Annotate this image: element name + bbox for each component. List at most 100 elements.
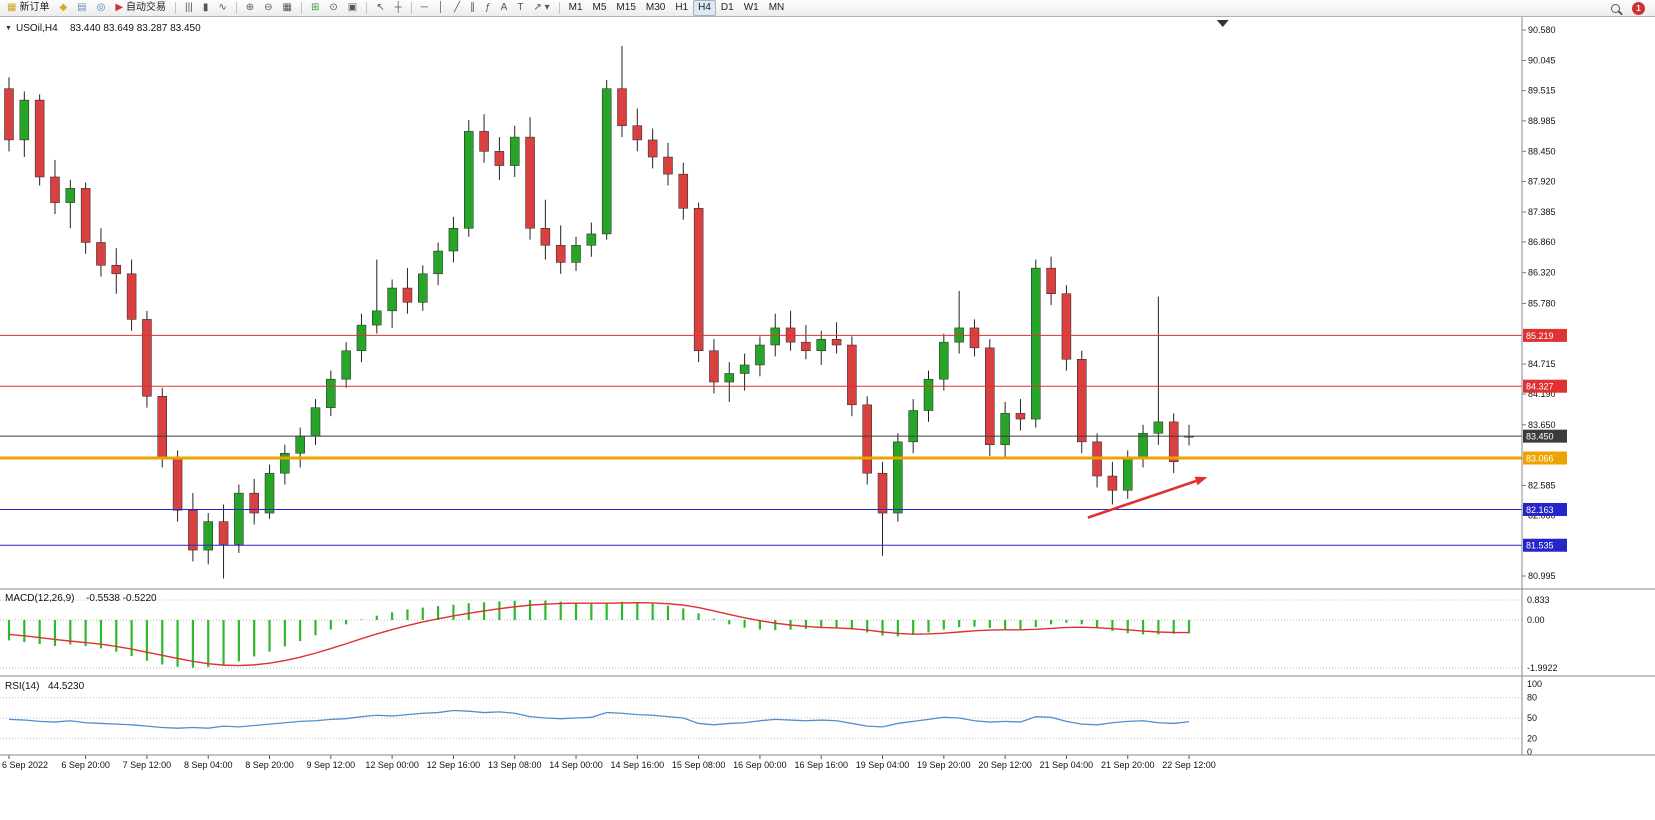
vline-tool-button[interactable]: │ xyxy=(433,0,449,16)
tf-m30-button[interactable]: M30 xyxy=(641,0,670,16)
tf-h4-button[interactable]: H4 xyxy=(693,0,716,16)
period-button[interactable]: ⊙ xyxy=(324,0,342,16)
candle-body xyxy=(985,347,995,445)
tf-m5-button[interactable]: M5 xyxy=(588,0,612,16)
community-icon[interactable]: ◎ xyxy=(92,0,111,16)
candle-body xyxy=(1015,413,1026,420)
cursor-button[interactable]: ↖ xyxy=(371,0,389,16)
zoom-out-button[interactable]: ⊖ xyxy=(259,0,277,16)
toolbar-separator xyxy=(558,2,560,14)
horizontal-line-objects xyxy=(0,334,1522,546)
search-icon[interactable] xyxy=(1611,3,1620,13)
time-label: 21 Sep 04:00 xyxy=(1040,760,1094,770)
candle-body xyxy=(310,407,321,437)
candle-body xyxy=(923,378,934,411)
price-grid-label: 83.650 xyxy=(1528,420,1556,430)
price-grid-label: 90.045 xyxy=(1528,55,1556,65)
candle-body xyxy=(448,227,459,252)
price-badge-label: 81.535 xyxy=(1526,541,1554,551)
candle-body xyxy=(280,452,290,474)
candle-body xyxy=(433,250,443,275)
time-label: 19 Sep 04:00 xyxy=(856,760,910,770)
channel-tool-icon: ∥ xyxy=(470,2,476,13)
candle-body xyxy=(19,99,30,141)
snapshot-button[interactable]: ▣ xyxy=(343,0,362,16)
price-grid-label: 89.515 xyxy=(1528,86,1556,96)
text-tool-icon: A xyxy=(500,2,508,13)
zoom-in-button[interactable]: ⊕ xyxy=(241,0,259,16)
chart-shift-marker[interactable] xyxy=(1216,20,1229,27)
candle-body xyxy=(525,136,535,229)
tf-d1-button[interactable]: D1 xyxy=(716,0,739,16)
candle-body xyxy=(647,139,658,158)
bars-chart-button[interactable]: ||| xyxy=(180,0,198,16)
autotrading-button[interactable]: ▶ 自动交易 xyxy=(110,0,171,16)
rsi-axis-label: 20 xyxy=(1527,733,1537,743)
channel-tool-button[interactable]: ∥ xyxy=(465,0,480,16)
cursor-icon: ↖ xyxy=(376,2,385,13)
rsi-plot-area[interactable] xyxy=(0,676,1522,755)
hline-tool-button[interactable]: ─ xyxy=(416,0,433,16)
time-label: 6 Sep 20:00 xyxy=(61,760,110,770)
line-chart-button[interactable]: ∿ xyxy=(213,0,231,16)
rsi-indicator-value: 44.5230 xyxy=(48,681,85,692)
candle-body xyxy=(234,492,244,545)
tf-m15-button[interactable]: M15 xyxy=(611,0,640,16)
trend-arrow-line[interactable] xyxy=(1087,479,1197,519)
price-badge xyxy=(1523,429,1567,443)
crosshair-icon: ┼ xyxy=(394,2,402,13)
arrows-tool-button[interactable]: ↗ ▾ xyxy=(528,0,554,16)
candle-body xyxy=(709,350,719,383)
tf-w1-button[interactable]: W1 xyxy=(739,0,764,16)
autotrading-button-label: 自动交易 xyxy=(126,2,167,13)
candle-body xyxy=(111,265,122,275)
candle-body xyxy=(80,188,91,243)
toolbar: ▦ 新订单 ◆ ▤ ◎ ▶ 自动交易 ||| ▮ ∿ ⊕ ⊖ ▦ ⊞ ⊙ ▣ ↖ ┼ ─ │ ╱ ∥ ƒ A T ↗ ▾ M1 M5 M… xyxy=(0,0,1655,17)
candle-body xyxy=(1031,267,1041,420)
candles-chart-icon: ▮ xyxy=(202,2,209,13)
price-grid-label: 84.190 xyxy=(1528,389,1556,399)
grid-button[interactable]: ▦ xyxy=(278,0,297,16)
candles-chart-button[interactable]: ▮ xyxy=(198,0,214,16)
tf-mn-button[interactable]: MN xyxy=(764,0,790,16)
toolbar-separator xyxy=(235,2,237,14)
arrows-tool-icon: ↗ ▾ xyxy=(533,2,550,13)
fibonacci-tool-button[interactable]: ƒ xyxy=(480,0,496,16)
candle-body xyxy=(157,396,167,460)
time-label: 20 Sep 12:00 xyxy=(978,760,1032,770)
tf-mn-button-label: MN xyxy=(768,2,785,13)
price-badge xyxy=(1523,538,1567,552)
candle-body xyxy=(586,233,597,246)
candle-body xyxy=(1107,475,1118,491)
candle-body xyxy=(418,273,428,303)
new-order-button[interactable]: ▦ 新订单 xyxy=(2,0,54,16)
candle-body xyxy=(739,364,750,374)
candle-body xyxy=(464,131,474,229)
label-tool-button[interactable]: T xyxy=(512,0,528,16)
price-badge-label: 83.066 xyxy=(1526,454,1554,464)
print-icon[interactable]: ▤ xyxy=(72,0,91,16)
candle-body xyxy=(693,208,704,351)
macd-plot-area[interactable] xyxy=(0,589,1522,676)
trendline-tool-button[interactable]: ╱ xyxy=(449,0,465,16)
fibonacci-tool-icon: ƒ xyxy=(485,2,491,13)
candle-body xyxy=(571,245,581,263)
alert-badge[interactable]: 1 xyxy=(1632,1,1645,15)
time-label: 8 Sep 20:00 xyxy=(245,760,294,770)
indicators-button[interactable]: ⊞ xyxy=(306,0,324,16)
chart-plot-area[interactable] xyxy=(0,17,1522,589)
tf-h1-button[interactable]: H1 xyxy=(670,0,693,16)
trend-arrow-head[interactable] xyxy=(1194,476,1208,486)
chart-collapse-icon[interactable]: ▼ xyxy=(5,25,12,32)
crosshair-button[interactable]: ┼ xyxy=(390,0,407,16)
toolbar-separator xyxy=(300,2,302,14)
tf-m1-button[interactable]: M1 xyxy=(564,0,588,16)
time-axis[interactable]: 6 Sep 2022 6 Sep 20:00 7 Sep 12:00 8 Sep 04… xyxy=(2,755,1216,770)
text-tool-button[interactable]: A xyxy=(496,0,513,16)
price-axis[interactable]: 0.833 0.00 -1.9922 100 80 50 20 0 90.580 90.045 89… xyxy=(1522,25,1567,757)
price-grid-label: 87.385 xyxy=(1528,207,1556,217)
chart-annotations xyxy=(1087,20,1229,519)
window-icon[interactable]: ◆ xyxy=(54,0,72,16)
price-grid-label: 86.860 xyxy=(1528,237,1556,247)
